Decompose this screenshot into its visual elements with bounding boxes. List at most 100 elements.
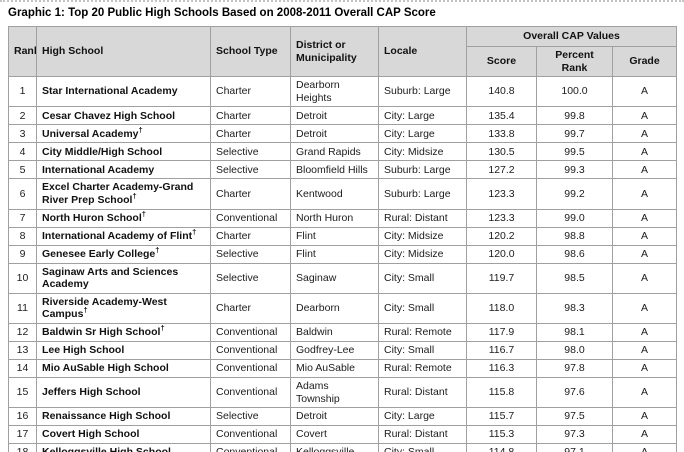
cell-school-type: Selective: [210, 407, 291, 427]
cell-school-name: Riverside Academy-West Campus†: [36, 292, 211, 324]
table-header: Rank High School School Type District or…: [8, 25, 678, 78]
cell-percent-rank: 98.5: [536, 262, 613, 294]
table-row: 7 North Huron School† Conventional North…: [8, 208, 678, 228]
cell-district: Mio AuSable: [290, 358, 379, 378]
cell-percent-rank: 99.3: [536, 160, 613, 180]
dagger-marker: †: [138, 125, 143, 135]
cell-grade: A: [611, 407, 678, 427]
cell-score: 123.3: [466, 208, 537, 228]
cell-rank: 18: [8, 443, 37, 452]
table-row: 3 Universal Academy† Charter Detroit Cit…: [8, 124, 678, 144]
cell-score: 117.9: [466, 322, 537, 342]
cell-locale: City: Small: [378, 292, 467, 324]
cell-grade: A: [611, 443, 678, 452]
cell-rank: 2: [8, 106, 37, 126]
cell-grade: A: [611, 160, 678, 180]
cell-percent-rank: 97.6: [536, 376, 613, 409]
cell-rank: 12: [8, 322, 37, 342]
col-header-locale: Locale: [378, 25, 467, 78]
cell-district: Bloomfield Hills: [290, 160, 379, 180]
cell-school-name: Mio AuSable High School: [36, 358, 211, 378]
dagger-marker: †: [155, 245, 160, 255]
cell-grade: A: [611, 178, 678, 210]
cell-percent-rank: 98.6: [536, 244, 613, 264]
cell-district: Detroit: [290, 124, 379, 144]
table-row: 15 Jeffers High School Conventional Adam…: [8, 376, 678, 409]
cell-school-type: Conventional: [210, 425, 291, 445]
col-header-district: District or Municipality: [290, 25, 379, 78]
cell-percent-rank: 99.0: [536, 208, 613, 228]
cell-district: Grand Rapids: [290, 142, 379, 162]
cell-school-name: International Academy of Flint†: [36, 226, 211, 246]
cell-school-name: Excel Charter Academy-Grand River Prep S…: [36, 178, 211, 210]
cell-locale: Rural: Distant: [378, 425, 467, 445]
cell-school-name: Covert High School: [36, 425, 211, 445]
table-row: 10 Saginaw Arts and Sciences Academy Sel…: [8, 262, 678, 294]
table-row: 9 Genesee Early College† Selective Flint…: [8, 244, 678, 264]
cell-school-type: Charter: [210, 106, 291, 126]
cell-rank: 16: [8, 407, 37, 427]
cell-percent-rank: 97.1: [536, 443, 613, 452]
cell-locale: City: Large: [378, 124, 467, 144]
cell-school-name: Star International Academy: [36, 76, 211, 108]
cell-school-name: Genesee Early College†: [36, 244, 211, 264]
cell-rank: 7: [8, 208, 37, 228]
cell-percent-rank: 98.3: [536, 292, 613, 324]
cell-school-name: City Middle/High School: [36, 142, 211, 162]
cell-grade: A: [611, 76, 678, 108]
cell-school-type: Conventional: [210, 443, 291, 452]
cell-district: Dearborn: [290, 292, 379, 324]
cell-percent-rank: 99.5: [536, 142, 613, 162]
col-header-score: Score: [466, 45, 537, 78]
cell-score: 116.7: [466, 340, 537, 360]
cell-score: 135.4: [466, 106, 537, 126]
cell-school-name: Renaissance High School: [36, 407, 211, 427]
table-row: 6 Excel Charter Academy-Grand River Prep…: [8, 178, 678, 210]
cell-school-type: Conventional: [210, 322, 291, 342]
cell-school-type: Selective: [210, 142, 291, 162]
cell-school-type: Selective: [210, 160, 291, 180]
cell-school-type: Charter: [210, 226, 291, 246]
table-row: 1 Star International Academy Charter Dea…: [8, 76, 678, 108]
cell-rank: 17: [8, 425, 37, 445]
cell-school-name: Lee High School: [36, 340, 211, 360]
table-row: 4 City Middle/High School Selective Gran…: [8, 142, 678, 162]
cell-rank: 4: [8, 142, 37, 162]
cell-percent-rank: 98.1: [536, 322, 613, 342]
cell-grade: A: [611, 106, 678, 126]
cell-percent-rank: 97.8: [536, 358, 613, 378]
cell-locale: City: Small: [378, 340, 467, 360]
cell-score: 127.2: [466, 160, 537, 180]
table-row: 18 Kelloggsville High School Conventiona…: [8, 443, 678, 452]
cell-rank: 9: [8, 244, 37, 264]
cell-grade: A: [611, 340, 678, 360]
cell-grade: A: [611, 262, 678, 294]
cell-district: Baldwin: [290, 322, 379, 342]
table-row: 16 Renaissance High School Selective Det…: [8, 407, 678, 427]
cell-school-type: Conventional: [210, 358, 291, 378]
page-top-edge: [0, 0, 684, 2]
cell-grade: A: [611, 322, 678, 342]
cell-locale: City: Midsize: [378, 244, 467, 264]
table-row: 5 International Academy Selective Bloomf…: [8, 160, 678, 180]
cell-school-name: Cesar Chavez High School: [36, 106, 211, 126]
cell-score: 119.7: [466, 262, 537, 294]
cell-rank: 1: [8, 76, 37, 108]
cell-grade: A: [611, 376, 678, 409]
col-header-rank: Rank: [8, 25, 37, 78]
cell-rank: 10: [8, 262, 37, 294]
cell-district: North Huron: [290, 208, 379, 228]
cell-score: 116.3: [466, 358, 537, 378]
cell-grade: A: [611, 244, 678, 264]
cell-score: 120.2: [466, 226, 537, 246]
cell-locale: Suburb: Large: [378, 160, 467, 180]
col-header-type: School Type: [210, 25, 291, 78]
table-row: 17 Covert High School Conventional Cover…: [8, 425, 678, 445]
cell-locale: City: Large: [378, 407, 467, 427]
cell-percent-rank: 98.8: [536, 226, 613, 246]
cell-percent-rank: 99.2: [536, 178, 613, 210]
table-row: 11 Riverside Academy-West Campus† Charte…: [8, 292, 678, 324]
cell-school-type: Charter: [210, 178, 291, 210]
cell-grade: A: [611, 124, 678, 144]
